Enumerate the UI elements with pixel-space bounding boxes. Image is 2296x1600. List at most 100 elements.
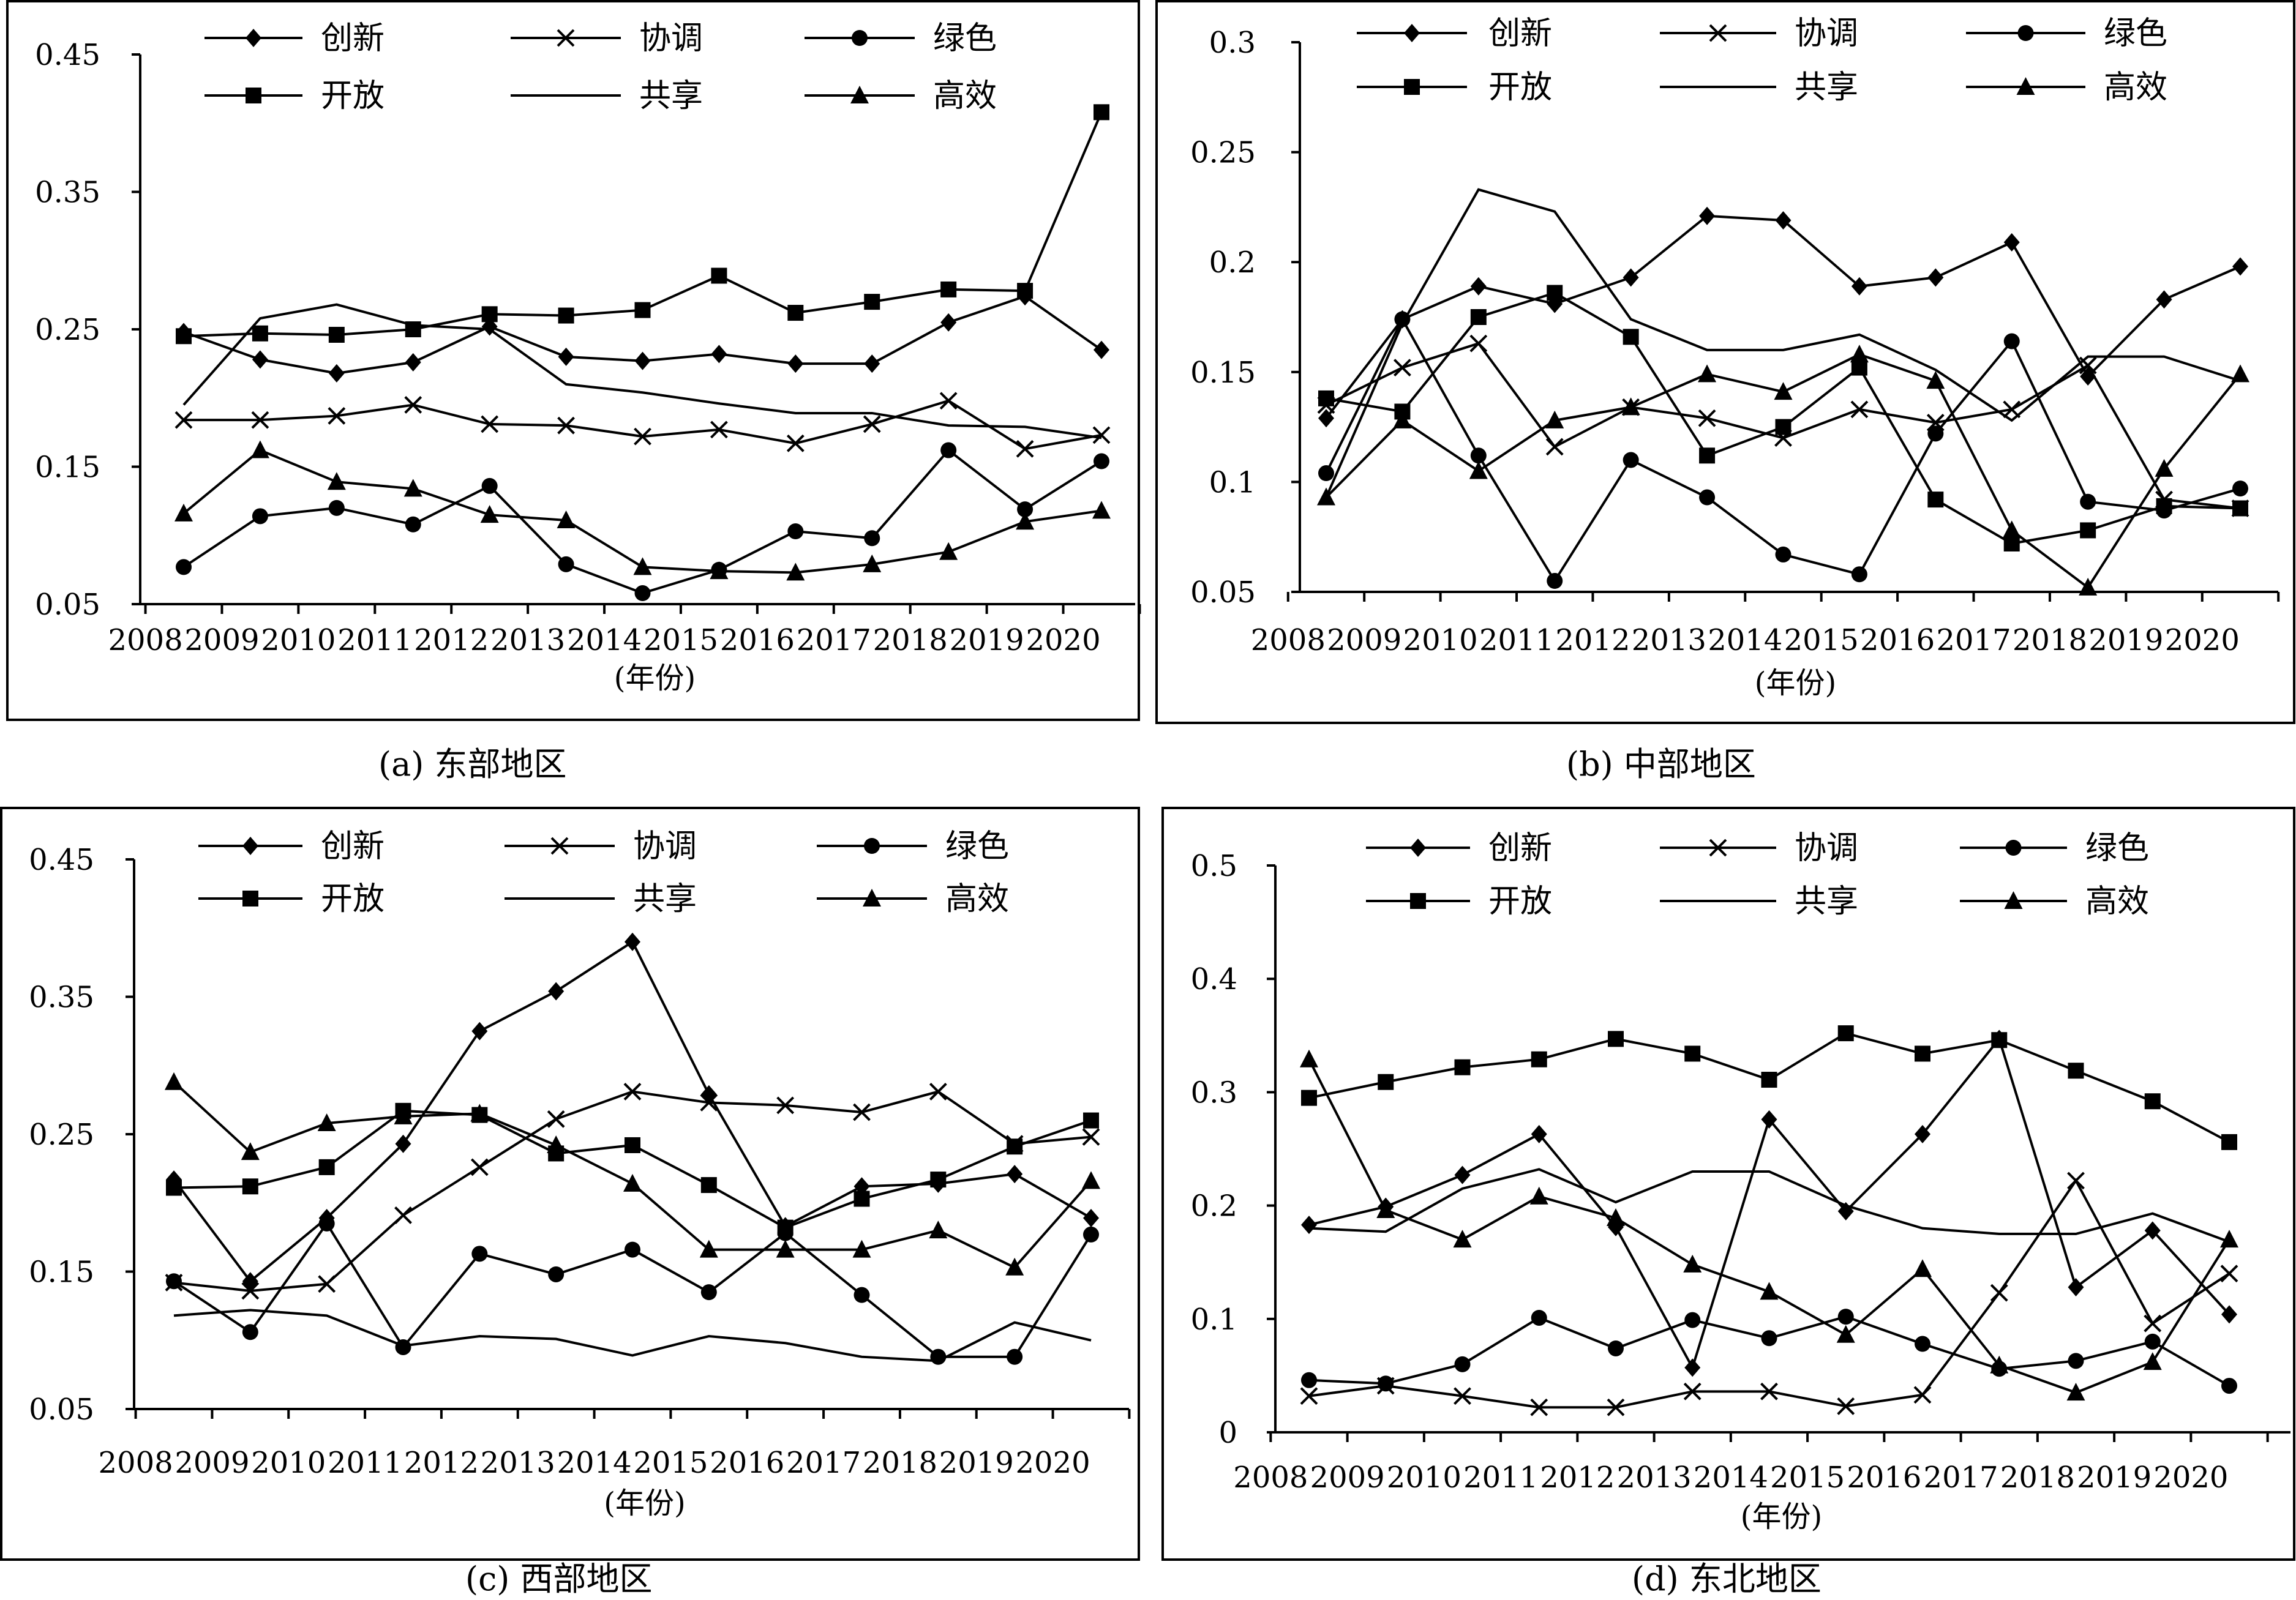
northeast-point-openness xyxy=(2144,1093,2161,1110)
northeast-legend-label-sharing: 共享 xyxy=(1795,883,1858,920)
east-point-openness xyxy=(711,267,727,284)
east-point-innovation xyxy=(864,354,880,373)
northeast-point-efficiency xyxy=(1529,1186,1548,1205)
central-point-efficiency xyxy=(2155,458,2174,477)
northeast-line-sharing xyxy=(1308,1168,2230,1243)
northeast-point-openness xyxy=(1301,1090,1317,1106)
east-point-coordination xyxy=(1092,426,1111,444)
central-series-sharing xyxy=(1325,188,2241,498)
northeast-x-tick-label: 2015 xyxy=(1770,1460,1845,1495)
west-legend-item-innovation: 创新 xyxy=(198,828,385,865)
central-legend-item-green: 绿色 xyxy=(1966,15,2167,52)
west-y-tick-label: 0.45 xyxy=(29,843,94,877)
northeast-point-openness xyxy=(1684,1045,1701,1062)
central-legend-label-openness: 开放 xyxy=(1488,69,1552,106)
central-point-innovation xyxy=(2232,257,2248,276)
northeast-legend-label-openness: 开放 xyxy=(1488,883,1552,920)
east-y-tick-label: 0.45 xyxy=(35,38,100,72)
caption-east: (a) 东部地区 xyxy=(378,745,567,783)
west-point-green xyxy=(853,1287,870,1303)
east-legend-item-coordination: 协调 xyxy=(511,20,703,57)
northeast-y-tick-label: 0.4 xyxy=(1191,962,1237,996)
northeast-point-innovation xyxy=(1531,1124,1547,1143)
northeast-series-efficiency xyxy=(1300,1049,2238,1401)
west-point-efficiency xyxy=(241,1142,260,1161)
central-y-tick-label: 0.2 xyxy=(1209,245,1256,280)
central-point-coordination xyxy=(1394,359,1411,377)
northeast-legend-label-efficiency: 高效 xyxy=(2085,883,2149,920)
central-point-green xyxy=(1470,447,1487,464)
west-point-efficiency xyxy=(470,1104,489,1122)
northeast-point-coordination xyxy=(1300,1387,1318,1405)
northeast-point-efficiency xyxy=(2220,1230,2238,1248)
west-legend-label-green: 绿色 xyxy=(945,828,1009,865)
northeast-point-openness xyxy=(2221,1134,2237,1150)
northeast-point-efficiency xyxy=(1760,1282,1779,1300)
central-legend-item-coordination: 协调 xyxy=(1660,15,1858,52)
west-point-green xyxy=(318,1215,335,1232)
east-legend-item-sharing: 共享 xyxy=(511,78,703,114)
central-line-openness xyxy=(1326,291,2241,545)
central-point-efficiency xyxy=(1850,345,1869,363)
west-point-efficiency xyxy=(776,1239,795,1258)
west-legend-label-sharing: 共享 xyxy=(633,881,697,918)
east-x-tick-label: 2013 xyxy=(490,623,565,657)
east-point-efficiency xyxy=(710,561,729,580)
northeast-legend-label-innovation: 创新 xyxy=(1488,830,1552,867)
west-point-green xyxy=(395,1339,411,1355)
northeast-legend-marker-openness xyxy=(1410,893,1426,909)
west-y-tick-label: 0.25 xyxy=(29,1118,94,1152)
west-point-efficiency xyxy=(547,1135,566,1153)
central-x-tick-label: 2019 xyxy=(2088,623,2163,657)
central-point-innovation xyxy=(1318,409,1334,428)
east-point-green xyxy=(176,559,192,575)
west-point-efficiency xyxy=(394,1106,413,1124)
northeast-x-tick-label: 2008 xyxy=(1233,1460,1308,1495)
northeast-x-tick-label: 2010 xyxy=(1387,1460,1461,1495)
central-x-axis-title: (年份) xyxy=(1755,666,1836,700)
east-point-openness xyxy=(787,305,804,321)
central-point-green xyxy=(1927,425,1944,442)
northeast-point-green xyxy=(2144,1333,2161,1350)
east-x-tick-label: 2019 xyxy=(950,623,1024,657)
west-series-sharing xyxy=(173,1309,1092,1363)
northeast-point-coordination xyxy=(1760,1382,1778,1400)
northeast-series-openness xyxy=(1301,1025,2237,1150)
central-legend-label-sharing: 共享 xyxy=(1795,69,1858,106)
central-point-openness xyxy=(1547,285,1563,301)
northeast-x-tick-label: 2017 xyxy=(1924,1460,1998,1495)
west-point-coordination xyxy=(776,1096,795,1115)
east-point-coordination xyxy=(710,421,728,439)
central-point-innovation xyxy=(2156,290,2172,309)
east-point-efficiency xyxy=(557,510,576,529)
central-point-openness xyxy=(1623,329,1639,345)
northeast-legend-label-green: 绿色 xyxy=(2085,830,2149,867)
northeast-point-openness xyxy=(1531,1051,1547,1067)
northeast-point-efficiency xyxy=(1913,1259,1932,1277)
chart-panel-west: 0.45 0.35 0.25 0.15 0.05 2008 2009 2010 2011 2012… xyxy=(0,807,1140,1561)
east-series-efficiency xyxy=(174,440,1111,581)
east-x-tick-label: 2018 xyxy=(873,623,948,657)
east-y-tick-label: 0.25 xyxy=(35,313,100,347)
northeast-point-innovation xyxy=(1684,1358,1701,1377)
central-point-openness xyxy=(1318,390,1334,406)
central-point-innovation xyxy=(1851,277,1867,296)
west-x-tick-label: 2016 xyxy=(710,1446,784,1480)
central-point-innovation xyxy=(1775,211,1791,230)
west-point-coordination xyxy=(623,1082,642,1101)
northeast-x-tick-label: 2011 xyxy=(1463,1460,1538,1495)
caption-central: (b) 中部地区 xyxy=(1566,745,1756,783)
northeast-legend-label-coordination: 协调 xyxy=(1795,830,1858,867)
east-legend-marker-openness xyxy=(246,88,261,103)
west-point-openness xyxy=(1083,1112,1099,1129)
west-point-innovation xyxy=(471,1022,488,1041)
east-legend-item-openness: 开放 xyxy=(204,78,385,114)
east-x-axis-title: (年份) xyxy=(614,661,696,695)
east-legend-label-sharing: 共享 xyxy=(639,78,703,114)
northeast-line-innovation xyxy=(1308,1036,2230,1371)
central-x-tick-label: 2009 xyxy=(1327,623,1401,657)
northeast-point-efficiency xyxy=(1453,1230,1472,1248)
